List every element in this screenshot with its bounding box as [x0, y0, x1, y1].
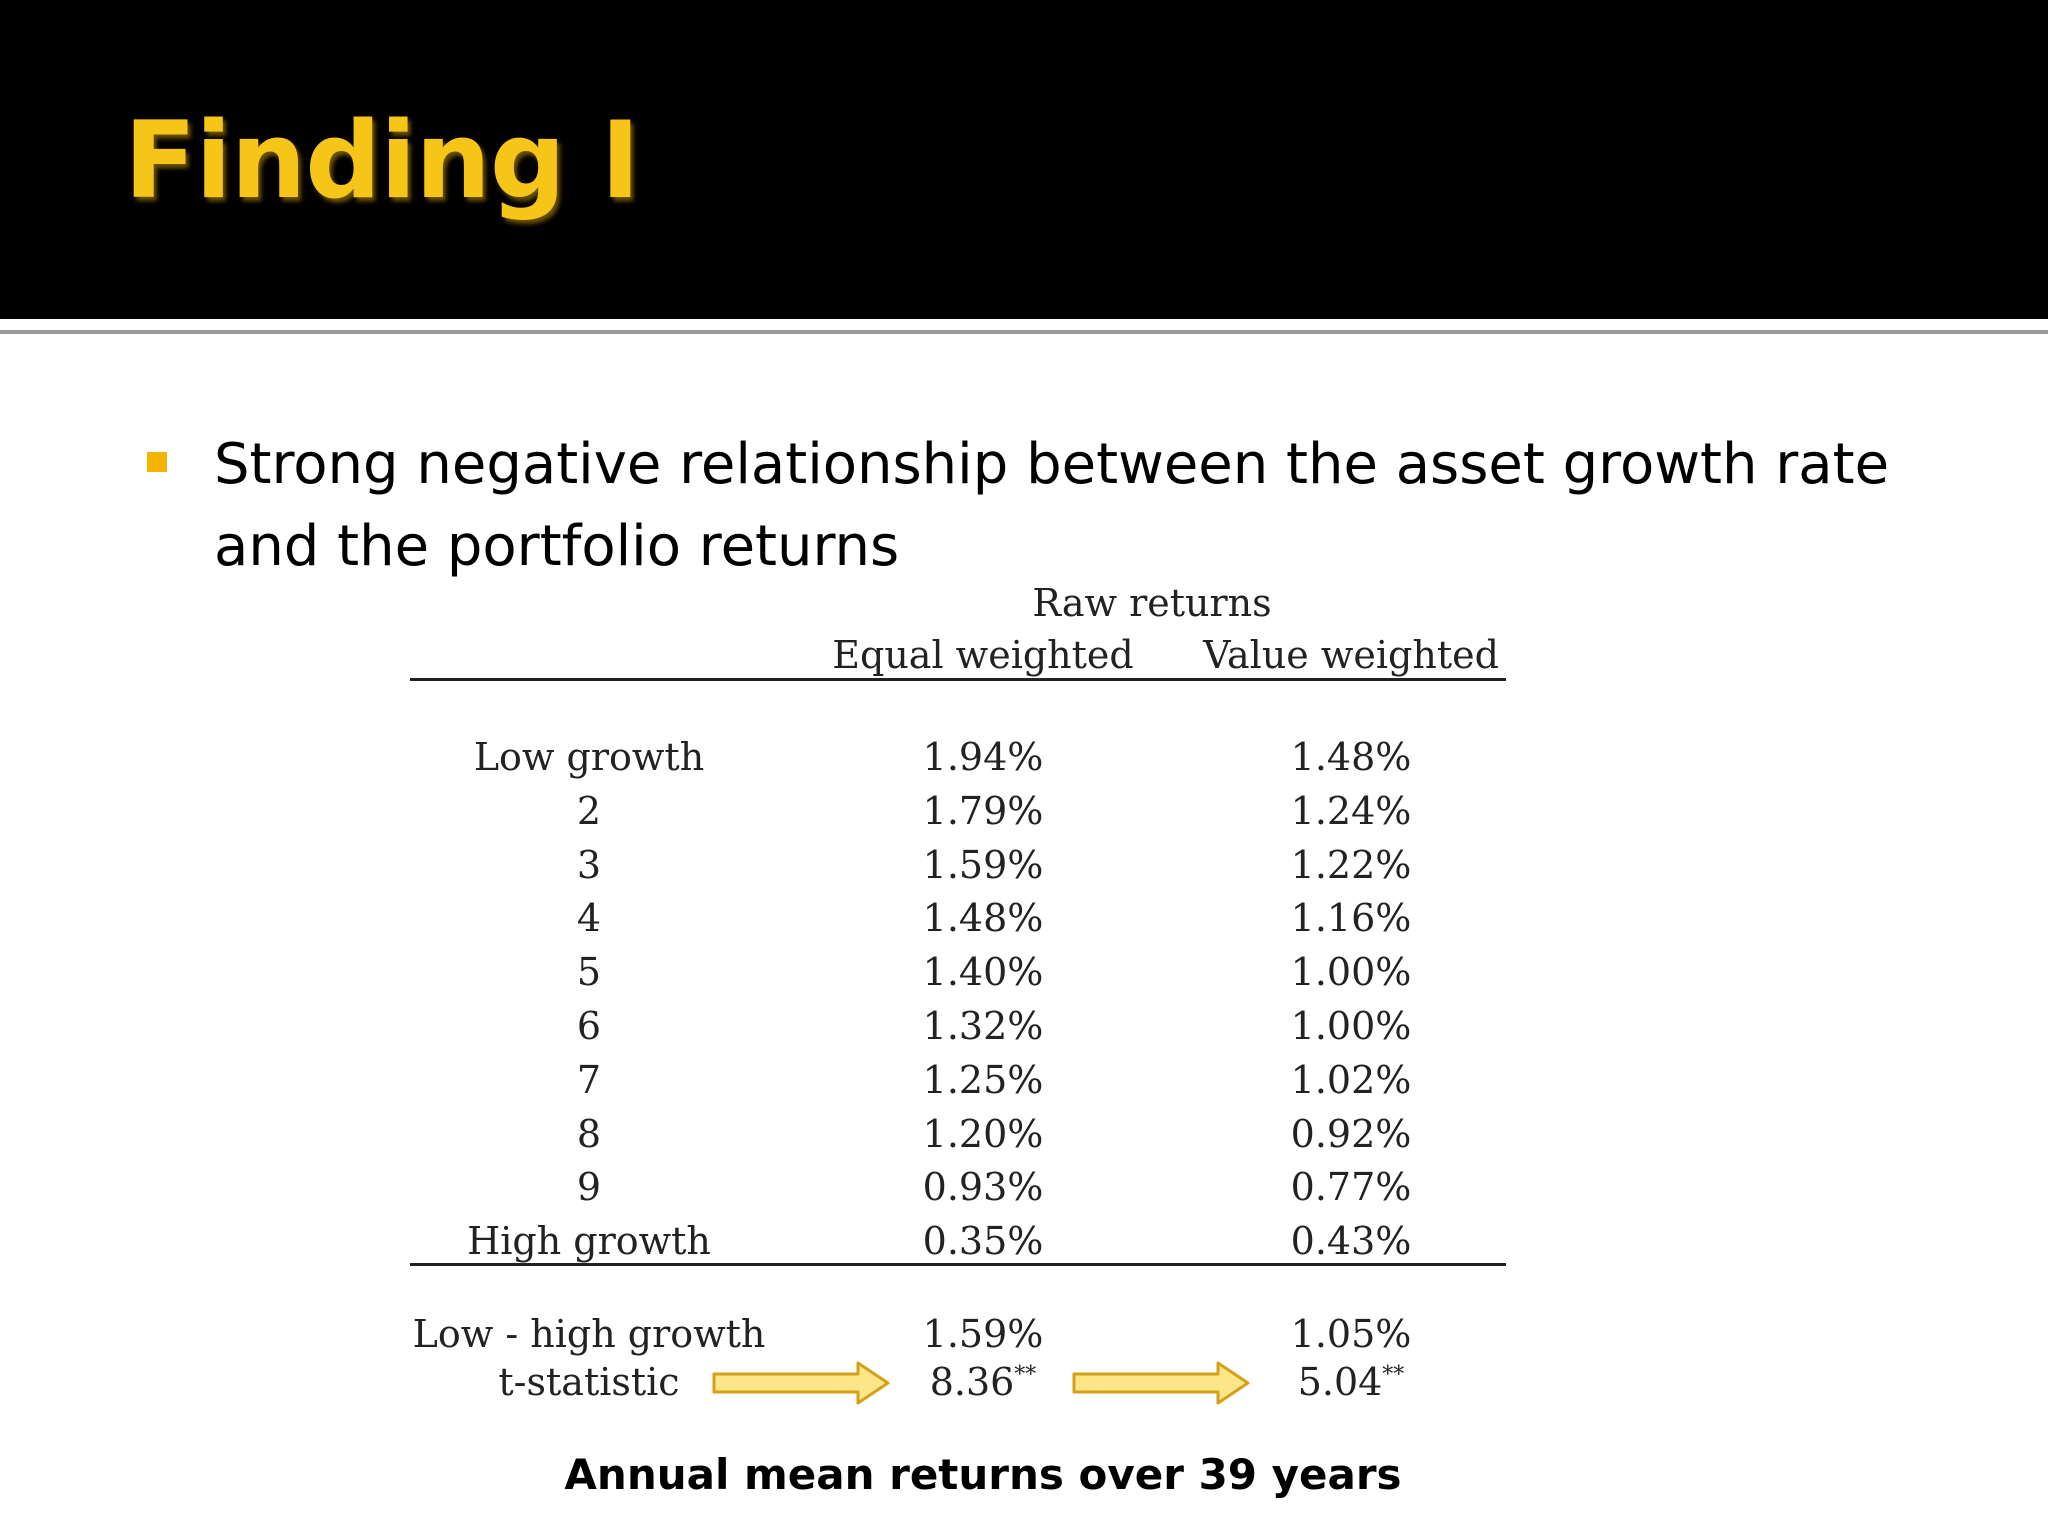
column-header-value-weighted: Value weighted: [1203, 633, 1499, 677]
row-equal-weighted: 1.20%: [922, 1111, 1044, 1156]
bullet-square-icon: [147, 452, 167, 472]
row-equal-weighted: 0.93%: [922, 1165, 1044, 1210]
row-label: 9: [576, 1165, 602, 1210]
table-caption: Annual mean returns over 39 years: [564, 1450, 1402, 1499]
tstat-row-label: t-statistic: [498, 1360, 680, 1404]
row-label: 2: [576, 788, 602, 833]
row-label: 4: [576, 896, 602, 941]
row-value-weighted: 1.48%: [1290, 735, 1412, 779]
row-value-weighted: 0.77%: [1290, 1165, 1412, 1210]
row-value-weighted: 1.00%: [1290, 950, 1412, 995]
row-label: Low growth: [473, 735, 705, 779]
row-value-weighted: 1.00%: [1290, 1004, 1412, 1048]
table-top-rule: [410, 678, 1506, 681]
row-equal-weighted: 1.25%: [922, 1057, 1044, 1102]
tstat-value-value: 5.04: [1297, 1360, 1383, 1404]
tstat-row-equal: 8.36**: [930, 1363, 1037, 1401]
right-arrow-icon: [712, 1361, 890, 1405]
row-value-weighted: 1.02%: [1290, 1057, 1412, 1102]
row-label: 6: [576, 1004, 602, 1048]
row-equal-weighted: 1.32%: [922, 1004, 1044, 1048]
right-arrow-icon: [1072, 1361, 1250, 1405]
row-equal-weighted: 1.59%: [922, 842, 1044, 887]
row-label: 3: [576, 842, 602, 887]
tstat-equal-value: 8.36: [929, 1360, 1015, 1404]
row-label: 5: [576, 950, 602, 995]
row-equal-weighted: 1.79%: [922, 788, 1044, 833]
row-equal-weighted: 1.94%: [922, 735, 1044, 779]
bullet-text: Strong negative relationship between the…: [214, 432, 1890, 579]
row-label: High growth: [467, 1219, 711, 1264]
row-equal-weighted: 0.35%: [922, 1219, 1044, 1264]
spread-row-value: 1.05%: [1290, 1312, 1412, 1356]
row-equal-weighted: 1.48%: [922, 896, 1044, 941]
column-header-equal-weighted: Equal weighted: [832, 633, 1134, 677]
table-bottom-rule: [410, 1263, 1506, 1266]
spread-row-equal: 1.59%: [922, 1312, 1044, 1356]
row-value-weighted: 1.16%: [1290, 896, 1412, 941]
tstat-value-significance: **: [1382, 1362, 1405, 1388]
row-equal-weighted: 1.40%: [922, 950, 1044, 995]
header-divider: [0, 330, 2048, 334]
row-value-weighted: 0.43%: [1290, 1219, 1412, 1264]
row-value-weighted: 0.92%: [1290, 1111, 1412, 1156]
table-group-header: Raw returns: [1032, 581, 1272, 625]
title-bar: Finding I: [0, 0, 2048, 319]
spread-row-label: Low - high growth: [412, 1312, 766, 1356]
slide-title: Finding I: [124, 99, 640, 222]
tstat-row-value: 5.04**: [1298, 1363, 1405, 1401]
row-label: 7: [576, 1057, 602, 1102]
row-value-weighted: 1.22%: [1290, 842, 1412, 887]
row-value-weighted: 1.24%: [1290, 788, 1412, 833]
tstat-equal-significance: **: [1014, 1362, 1037, 1388]
row-label: 8: [576, 1111, 602, 1156]
